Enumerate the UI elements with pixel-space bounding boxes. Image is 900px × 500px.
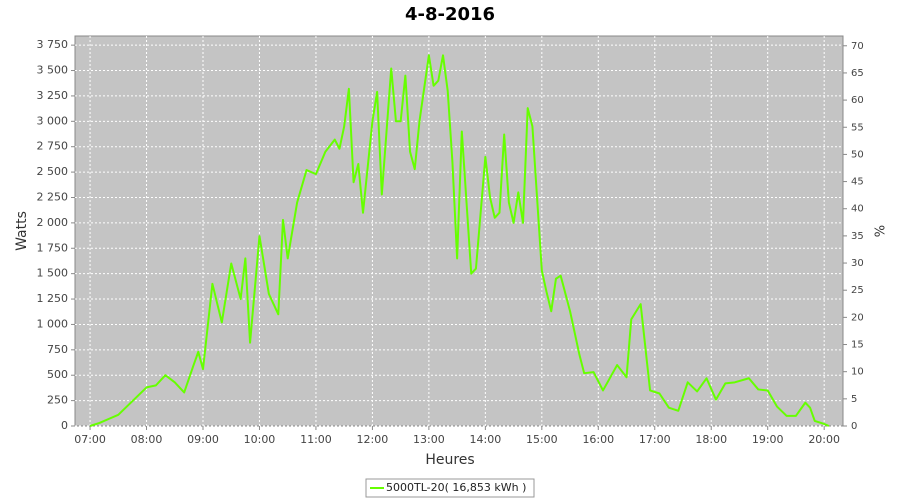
x-tick-label: 16:00 [582, 433, 614, 446]
x-tick-label: 14:00 [470, 433, 502, 446]
y-tick-label: 250 [47, 394, 68, 407]
y2-tick-label: 20 [851, 312, 864, 323]
y-tick-label: 0 [61, 419, 68, 432]
x-tick-label: 19:00 [752, 433, 784, 446]
x-tick-label: 15:00 [526, 433, 558, 446]
chart-title: 4-8-2016 [405, 4, 495, 25]
y-tick-label: 1 500 [37, 267, 69, 280]
x-tick-label: 11:00 [300, 433, 332, 446]
x-tick-label: 12:00 [357, 433, 389, 446]
y2-tick-label: 60 [851, 95, 864, 106]
y-tick-label: 1 250 [37, 292, 69, 305]
y2-axis-label: % [874, 225, 889, 237]
data-line [89, 54, 830, 427]
y-tick-label: 1 000 [37, 317, 69, 330]
x-tick-label: 09:00 [187, 433, 219, 446]
x-tick-label: 10:00 [244, 433, 276, 446]
legend [365, 478, 535, 498]
y2-tick-label: 50 [851, 149, 864, 160]
y-tick-label: 2 500 [37, 165, 69, 178]
y2-tick-label: 25 [851, 285, 864, 296]
y2-tick-label: 65 [851, 68, 864, 79]
legend-label: 5000TL-20( 16,853 kWh ) [386, 481, 526, 494]
x-tick-label: 17:00 [639, 433, 671, 446]
y-tick-label: 500 [47, 368, 68, 381]
x-tick-label: 18:00 [695, 433, 727, 446]
x-axis-label: Heures [425, 452, 474, 468]
x-tick-label: 20:00 [808, 433, 840, 446]
y2-tick-label: 40 [851, 204, 864, 215]
x-tick-label: 13:00 [413, 433, 445, 446]
y-tick-label: 3 750 [37, 38, 69, 51]
y-axis-label: Watts [14, 211, 30, 251]
y-tick-label: 750 [47, 343, 68, 356]
y2-tick-label: 30 [851, 258, 864, 269]
y-tick-label: 2 250 [37, 190, 69, 203]
y2-tick-label: 0 [851, 421, 857, 432]
y-tick-label: 3 500 [37, 64, 69, 77]
y-tick-label: 3 000 [37, 114, 69, 127]
y2-tick-label: 35 [851, 231, 864, 242]
x-tick-label: 08:00 [131, 433, 163, 446]
y2-tick-label: 15 [851, 340, 864, 351]
y-tick-label: 1 750 [37, 241, 69, 254]
y-tick-label: 2 000 [37, 216, 69, 229]
y-tick-label: 3 250 [37, 89, 69, 102]
x-tick-label: 07:00 [74, 433, 106, 446]
y2-tick-label: 45 [851, 177, 864, 188]
y2-tick-label: 55 [851, 122, 864, 133]
y-tick-label: 2 750 [37, 140, 69, 153]
y2-tick-label: 10 [851, 367, 864, 378]
y2-tick-label: 5 [851, 394, 857, 405]
y2-tick-label: 70 [851, 41, 864, 52]
